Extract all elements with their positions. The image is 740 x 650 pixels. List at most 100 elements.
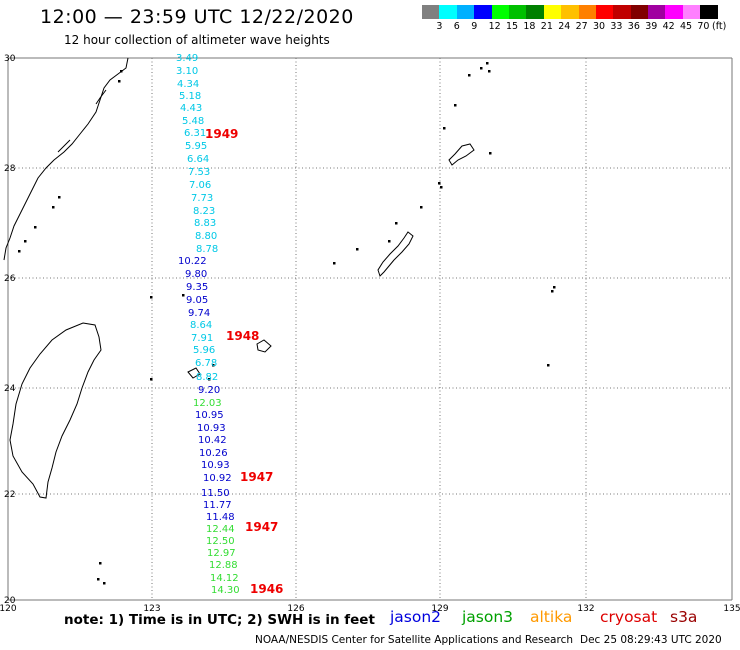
- credit-line: NOAA/NESDIS Center for Satellite Applica…: [255, 634, 573, 646]
- color-swatch: [630, 5, 649, 19]
- color-scale-label: 36: [627, 21, 640, 32]
- wave-height-value: 8.23: [193, 206, 215, 217]
- wave-height-value: 14.30: [211, 585, 240, 596]
- color-swatch: [561, 5, 579, 19]
- island-dot: [551, 290, 554, 293]
- wave-height-value: 11.50: [201, 488, 230, 499]
- wave-height-value: 8.83: [194, 218, 216, 229]
- color-scale-label: 9: [471, 21, 478, 32]
- island-dot: [18, 250, 21, 253]
- wave-height-value: 9.05: [186, 295, 208, 306]
- wave-height-value: 10.22: [178, 256, 207, 267]
- wave-height-value: 9.74: [188, 308, 210, 319]
- wave-height-value: 12.50: [206, 536, 235, 547]
- color-scale-label: 30: [593, 21, 606, 32]
- island-dot: [547, 364, 550, 367]
- wave-height-value: 11.48: [206, 512, 235, 523]
- island-dot: [333, 262, 336, 265]
- color-swatch: [682, 5, 701, 19]
- lat-tick-label: 30: [4, 54, 16, 64]
- color-swatch: [422, 5, 440, 19]
- island-dot: [395, 222, 398, 225]
- island-dot: [97, 578, 100, 581]
- wave-height-value: 11.77: [203, 500, 232, 511]
- wave-height-value: 7.73: [191, 193, 213, 204]
- color-scale-label: 39: [645, 21, 658, 32]
- amami-coastline: [448, 143, 475, 166]
- color-swatch: [491, 5, 509, 19]
- wave-height-value: 4.43: [180, 103, 202, 114]
- color-swatch: [648, 5, 666, 19]
- pass-time-label: 1946: [250, 582, 283, 596]
- island-dot: [480, 67, 483, 70]
- lat-lon-grid: [7, 57, 733, 601]
- lon-tick-label: 120: [0, 604, 17, 614]
- lon-tick-label: 132: [577, 604, 594, 614]
- pass-time-labels: 1949 1948 1947 1947 1946: [205, 127, 283, 596]
- island-dot: [52, 206, 55, 209]
- color-scale-label: 12: [488, 21, 501, 32]
- lon-tick-label: 123: [143, 604, 160, 614]
- wave-height-readings: 3.49 3.10 4.345.184.43 5.486.31 5.95 6.64 7.53…: [176, 53, 240, 596]
- color-scale-unit: (ft): [712, 21, 727, 32]
- island-dot: [208, 378, 211, 381]
- color-scale-labels: 3 6 9 12 15 18 21 24 27 30 33 36 39 42 45 70 (ft): [422, 21, 740, 35]
- wave-height-value: 8.64: [190, 320, 212, 331]
- lon-tick-label: 129: [431, 604, 448, 614]
- color-scale-label: 42: [662, 21, 675, 32]
- wave-height-value: 10.92: [203, 473, 232, 484]
- small-islands: [18, 62, 556, 585]
- island-dot: [103, 582, 106, 585]
- color-swatch: [578, 5, 596, 19]
- wave-height-value: 12.97: [207, 548, 236, 559]
- wave-height-value: 6.78: [195, 358, 217, 369]
- wave-height-value: 7.53: [188, 167, 210, 178]
- island-dot: [150, 296, 153, 299]
- wave-height-value: 5.95: [185, 141, 207, 152]
- color-scale-label: 27: [575, 21, 588, 32]
- china-coastline: [3, 57, 129, 261]
- wave-height-value: 10.93: [201, 460, 230, 471]
- island-dot: [99, 562, 102, 565]
- taiwan-coastline: [9, 322, 102, 499]
- wave-height-value: 5.48: [182, 116, 204, 127]
- wave-height-value: 5.18: [179, 91, 201, 102]
- iriomote-coastline: [187, 367, 201, 379]
- generated-timestamp: Dec 25 08:29:43 UTC 2020: [580, 634, 722, 646]
- wave-height-value: 8.82: [196, 372, 218, 383]
- wave-height-value: 10.93: [197, 423, 226, 434]
- color-scale-label: 33: [610, 21, 623, 32]
- island-dot: [468, 74, 471, 77]
- wave-height-value: 7.91: [191, 333, 213, 344]
- wave-height-value: 12.03: [193, 398, 222, 409]
- color-swatch: [595, 5, 614, 19]
- wave-height-value: 9.20: [198, 385, 220, 396]
- island-dot: [553, 286, 556, 289]
- pass-time-label: 1949: [205, 127, 238, 141]
- lat-tick-label: 28: [4, 164, 16, 174]
- lon-tick-label: 135: [723, 604, 740, 614]
- satellite-legend-jason3: jason3: [462, 608, 514, 626]
- wave-height-value: 6.31: [184, 128, 206, 139]
- island-dot: [34, 226, 37, 229]
- wave-height-value: 9.80: [185, 269, 207, 280]
- wave-height-value: 4.34: [177, 79, 199, 90]
- okinawa-coastline: [377, 231, 414, 277]
- lat-tick-label: 26: [4, 274, 16, 284]
- satellite-legend-jason2: jason2: [390, 608, 442, 626]
- wave-height-value: 3.10: [176, 66, 198, 77]
- wave-height-value: 10.95: [195, 410, 224, 421]
- island-dot: [182, 294, 185, 297]
- island-dot: [486, 62, 489, 65]
- island-dot: [388, 240, 391, 243]
- wave-height-value: 10.26: [199, 448, 228, 459]
- color-scale-label: 18: [523, 21, 536, 32]
- color-swatch: [508, 5, 527, 19]
- lon-tick-label: 126: [287, 604, 304, 614]
- color-swatch: [456, 5, 475, 19]
- axis-tick-labels: 120 123 126 129 132 135 30 28 26 24 22 20: [0, 54, 740, 614]
- color-swatch: [474, 5, 492, 19]
- color-scale-label: 24: [558, 21, 571, 32]
- wave-height-value: 12.88: [209, 560, 238, 571]
- color-scale-label: 15: [506, 21, 519, 32]
